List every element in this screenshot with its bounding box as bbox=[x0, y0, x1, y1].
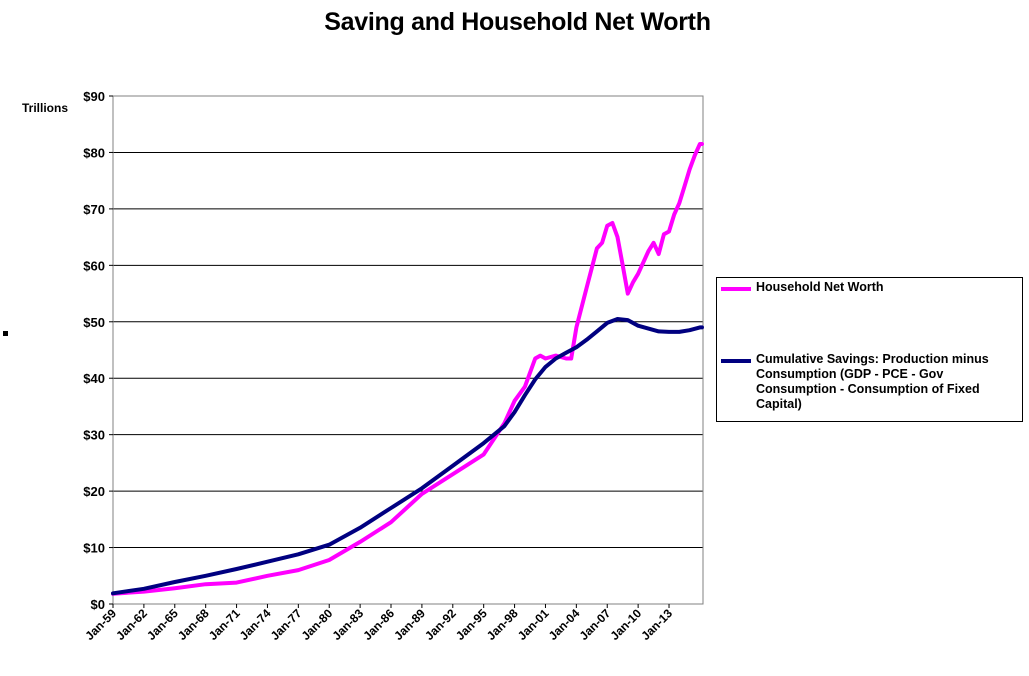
x-tick-label: Jan-04 bbox=[546, 606, 583, 643]
x-axis-ticks: Jan-59Jan-62Jan-65Jan-68Jan-71Jan-74Jan-… bbox=[82, 604, 675, 643]
x-tick-label: Jan-80 bbox=[299, 606, 336, 643]
legend-item-cumulative-savings: Cumulative Savings: Production minus Con… bbox=[721, 352, 1018, 412]
x-tick-label: Jan-98 bbox=[484, 606, 521, 643]
y-tick-label: $70 bbox=[83, 202, 105, 217]
x-tick-label: Jan-71 bbox=[206, 606, 243, 643]
x-tick-label: Jan-86 bbox=[360, 606, 397, 643]
series-lines bbox=[111, 142, 704, 596]
chart-title: Saving and Household Net Worth bbox=[324, 8, 711, 36]
series-line-household-net-worth bbox=[111, 142, 704, 596]
x-tick-label: Jan-62 bbox=[113, 606, 150, 643]
x-tick-label: Jan-65 bbox=[144, 606, 181, 643]
y-tick-label: $80 bbox=[83, 145, 105, 160]
y-tick-label: $90 bbox=[83, 89, 105, 104]
x-tick-label: Jan-74 bbox=[237, 606, 274, 643]
x-tick-label: Jan-89 bbox=[391, 606, 428, 643]
x-tick-label: Jan-68 bbox=[175, 606, 212, 643]
x-tick-label: Jan-01 bbox=[515, 606, 552, 643]
y-tick-label: $30 bbox=[83, 428, 105, 443]
left-edge-marker bbox=[3, 331, 8, 336]
chart-legend: Household Net Worth Cumulative Savings: … bbox=[716, 277, 1023, 422]
x-tick-label: Jan-10 bbox=[607, 606, 644, 643]
legend-swatch-cumulative-savings bbox=[721, 359, 751, 363]
y-tick-label: $10 bbox=[83, 541, 105, 556]
x-tick-label: Jan-07 bbox=[577, 606, 614, 643]
y-tick-label: $60 bbox=[83, 258, 105, 273]
y-axis-label: Trillions bbox=[22, 101, 69, 115]
y-tick-label: $0 bbox=[91, 597, 105, 612]
x-tick-label: Jan-13 bbox=[638, 606, 675, 643]
y-tick-label: $20 bbox=[83, 484, 105, 499]
legend-label-cumulative-savings: Cumulative Savings: Production minus Con… bbox=[756, 352, 989, 411]
x-tick-label: Jan-77 bbox=[268, 606, 305, 643]
series-line-cumulative-savings bbox=[111, 317, 704, 596]
x-tick-label: Jan-83 bbox=[329, 606, 366, 643]
legend-label-household-net-worth: Household Net Worth bbox=[756, 280, 884, 294]
y-tick-label: $50 bbox=[83, 315, 105, 330]
y-axis-ticks: $0 $10 $20 $30 $40 $50 $60 $70 $80 $90 bbox=[83, 89, 113, 612]
x-tick-label: Jan-92 bbox=[422, 606, 459, 643]
x-tick-label: Jan-95 bbox=[453, 606, 490, 643]
legend-item-household-net-worth: Household Net Worth bbox=[721, 280, 1018, 295]
y-tick-label: $40 bbox=[83, 371, 105, 386]
plot-area bbox=[112, 95, 704, 605]
legend-swatch-household-net-worth bbox=[721, 287, 751, 291]
